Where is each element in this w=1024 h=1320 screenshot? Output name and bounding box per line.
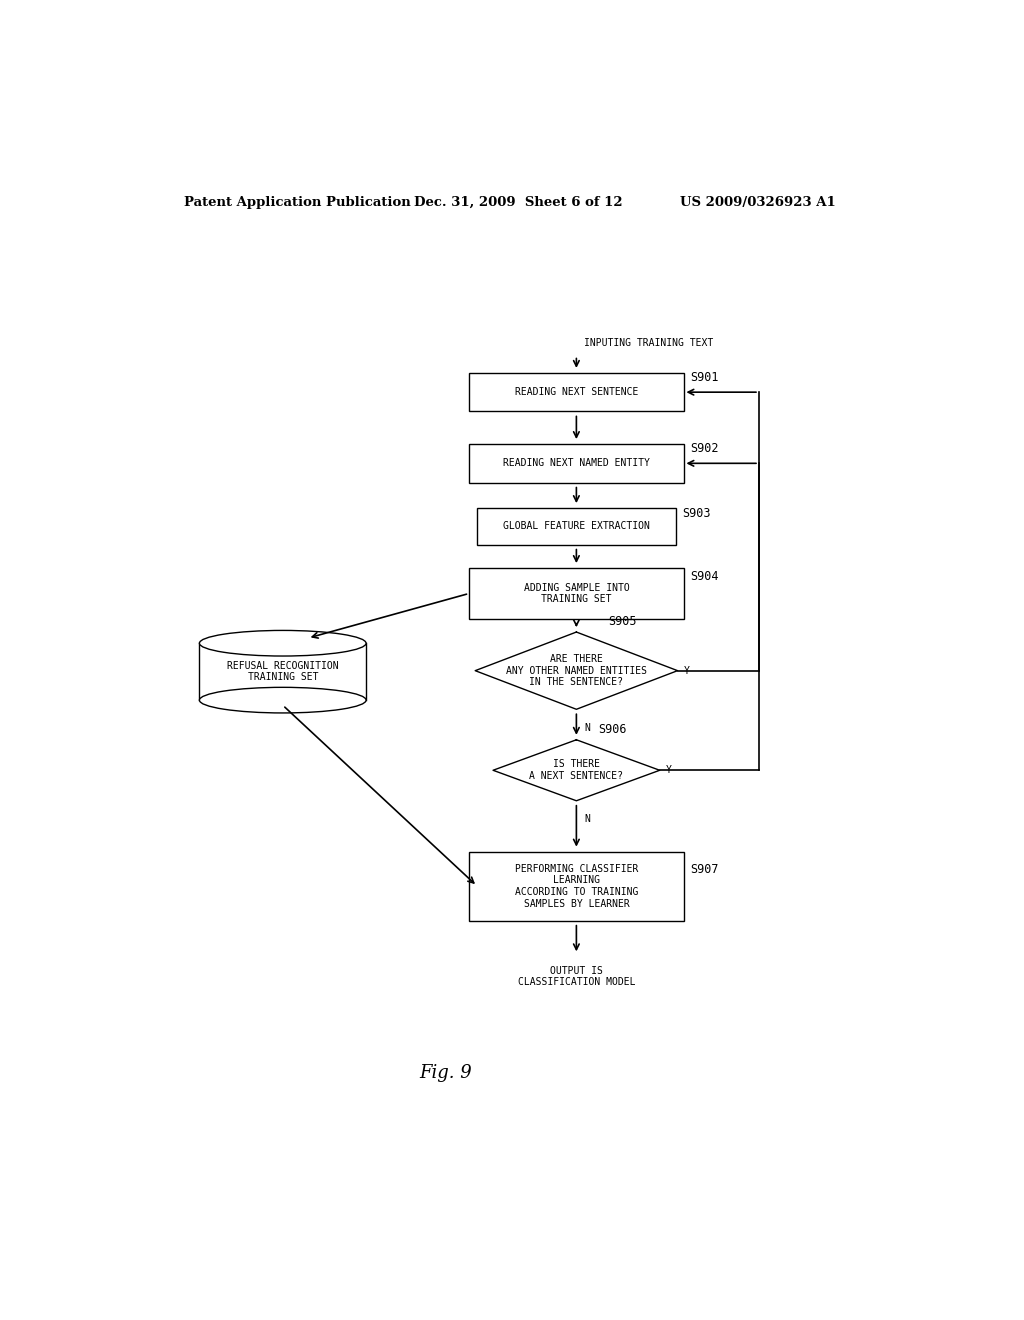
Text: REFUSAL RECOGNITION
TRAINING SET: REFUSAL RECOGNITION TRAINING SET xyxy=(227,661,339,682)
Text: OUTPUT IS
CLASSIFICATION MODEL: OUTPUT IS CLASSIFICATION MODEL xyxy=(518,966,635,987)
FancyBboxPatch shape xyxy=(469,372,684,412)
Text: PERFORMING CLASSIFIER
LEARNING
ACCORDING TO TRAINING
SAMPLES BY LEARNER: PERFORMING CLASSIFIER LEARNING ACCORDING… xyxy=(515,863,638,908)
Text: Dec. 31, 2009  Sheet 6 of 12: Dec. 31, 2009 Sheet 6 of 12 xyxy=(414,195,623,209)
FancyBboxPatch shape xyxy=(469,851,684,921)
Text: S904: S904 xyxy=(690,570,719,583)
Text: READING NEXT SENTENCE: READING NEXT SENTENCE xyxy=(515,387,638,397)
Text: US 2009/0326923 A1: US 2009/0326923 A1 xyxy=(680,195,836,209)
FancyBboxPatch shape xyxy=(469,444,684,483)
Text: Patent Application Publication: Patent Application Publication xyxy=(183,195,411,209)
Text: N: N xyxy=(585,722,590,733)
Text: IS THERE
A NEXT SENTENCE?: IS THERE A NEXT SENTENCE? xyxy=(529,759,624,781)
Text: S903: S903 xyxy=(682,507,711,520)
Text: Fig. 9: Fig. 9 xyxy=(419,1064,472,1082)
Text: GLOBAL FEATURE EXTRACTION: GLOBAL FEATURE EXTRACTION xyxy=(503,521,650,532)
Text: S907: S907 xyxy=(690,863,719,876)
Text: S906: S906 xyxy=(599,723,627,735)
Text: S902: S902 xyxy=(690,442,719,455)
Text: ARE THERE
ANY OTHER NAMED ENTITIES
IN THE SENTENCE?: ARE THERE ANY OTHER NAMED ENTITIES IN TH… xyxy=(506,655,647,688)
Text: S905: S905 xyxy=(608,615,637,628)
Text: INPUTING TRAINING TEXT: INPUTING TRAINING TEXT xyxy=(585,338,714,348)
FancyBboxPatch shape xyxy=(477,508,676,545)
Text: Y: Y xyxy=(666,766,672,775)
Text: N: N xyxy=(585,814,590,824)
Text: S901: S901 xyxy=(690,371,719,384)
Text: READING NEXT NAMED ENTITY: READING NEXT NAMED ENTITY xyxy=(503,458,650,469)
Ellipse shape xyxy=(200,688,367,713)
FancyBboxPatch shape xyxy=(469,568,684,619)
Ellipse shape xyxy=(200,631,367,656)
Text: ADDING SAMPLE INTO
TRAINING SET: ADDING SAMPLE INTO TRAINING SET xyxy=(523,582,630,605)
Text: Y: Y xyxy=(684,665,690,676)
